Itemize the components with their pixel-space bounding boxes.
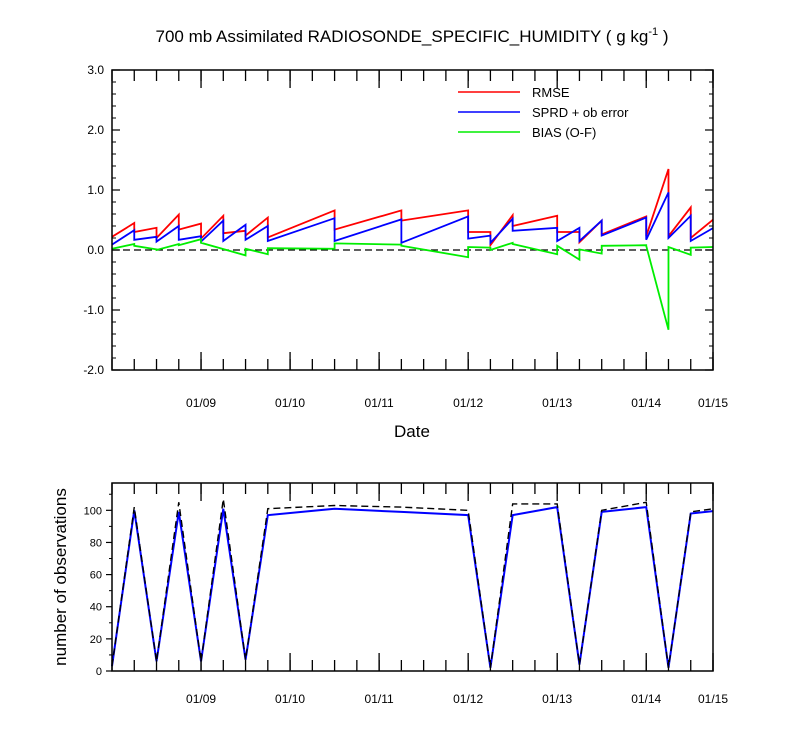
top-xtick-label: 01/13 (542, 396, 572, 410)
bottom-xtick-label: 01/15 (698, 692, 728, 706)
chart-title: 700 mb Assimilated RADIOSONDE_SPECIFIC_H… (156, 26, 669, 46)
series-sprd-ob-error (111, 192, 714, 246)
bottom-xtick-label: 01/12 (453, 692, 483, 706)
bottom-ytick-label: 80 (90, 537, 102, 549)
bottom-ytick-label: 20 (90, 634, 102, 646)
bottom-ytick-label: 100 (84, 505, 102, 517)
legend-label-bias: BIAS (O-F) (532, 125, 596, 140)
top-xtick-label: 01/09 (186, 396, 216, 410)
observations-assimilated (111, 505, 714, 668)
top-ytick-label: 1.0 (87, 183, 104, 197)
bottom-series-lines (111, 498, 714, 668)
bottom-ytick-label: 0 (96, 666, 102, 678)
top-ytick-label: 3.0 (87, 63, 104, 77)
top-x-axis: 01/09 01/10 01/11 01/12 01/13 01/14 01/15 (111, 70, 728, 410)
bottom-y-axis: 0 20 40 60 80 100 (84, 493, 112, 678)
bottom-plot-frame (111, 482, 714, 672)
series-rmse (111, 168, 714, 248)
top-y-axis: -2.0 -1.0 0.0 1.0 2.0 3.0 (83, 63, 713, 377)
observations-total (111, 498, 714, 668)
bottom-xtick-label: 01/11 (365, 692, 394, 706)
top-xtick-label: 01/11 (365, 396, 394, 410)
top-xtick-label: 01/15 (698, 396, 728, 410)
top-xtick-label: 01/12 (453, 396, 483, 410)
bottom-xtick-label: 01/14 (631, 692, 661, 706)
bottom-ytick-label: 40 (90, 602, 102, 614)
top-ytick-label: 2.0 (87, 123, 104, 137)
bottom-x-axis: 01/09 01/10 01/11 01/12 01/13 01/14 01/15 (111, 483, 728, 706)
bottom-xtick-label: 01/09 (186, 692, 216, 706)
series-bias-o-f (111, 238, 714, 331)
top-plot-frame (111, 69, 714, 371)
bottom-xtick-label: 01/13 (542, 692, 572, 706)
top-xtick-label: 01/10 (275, 396, 305, 410)
top-ytick-label: -1.0 (83, 303, 104, 317)
bottom-xtick-label: 01/10 (275, 692, 305, 706)
top-xtick-label: 01/14 (631, 396, 661, 410)
legend-label-sprd: SPRD + ob error (532, 105, 629, 120)
x-axis-label: Date (394, 422, 430, 441)
top-ytick-label: 0.0 (87, 243, 104, 257)
top-ytick-label: -2.0 (83, 363, 104, 377)
top-series-lines (111, 168, 714, 331)
legend-label-rmse: RMSE (532, 85, 570, 100)
bottom-ytick-label: 60 (90, 570, 102, 582)
legend: RMSE SPRD + ob error BIAS (O-F) (458, 85, 629, 140)
y-axis-label: number of observations (51, 488, 70, 666)
top-chart: 700 mb Assimilated RADIOSONDE_SPECIFIC_H… (83, 26, 728, 441)
